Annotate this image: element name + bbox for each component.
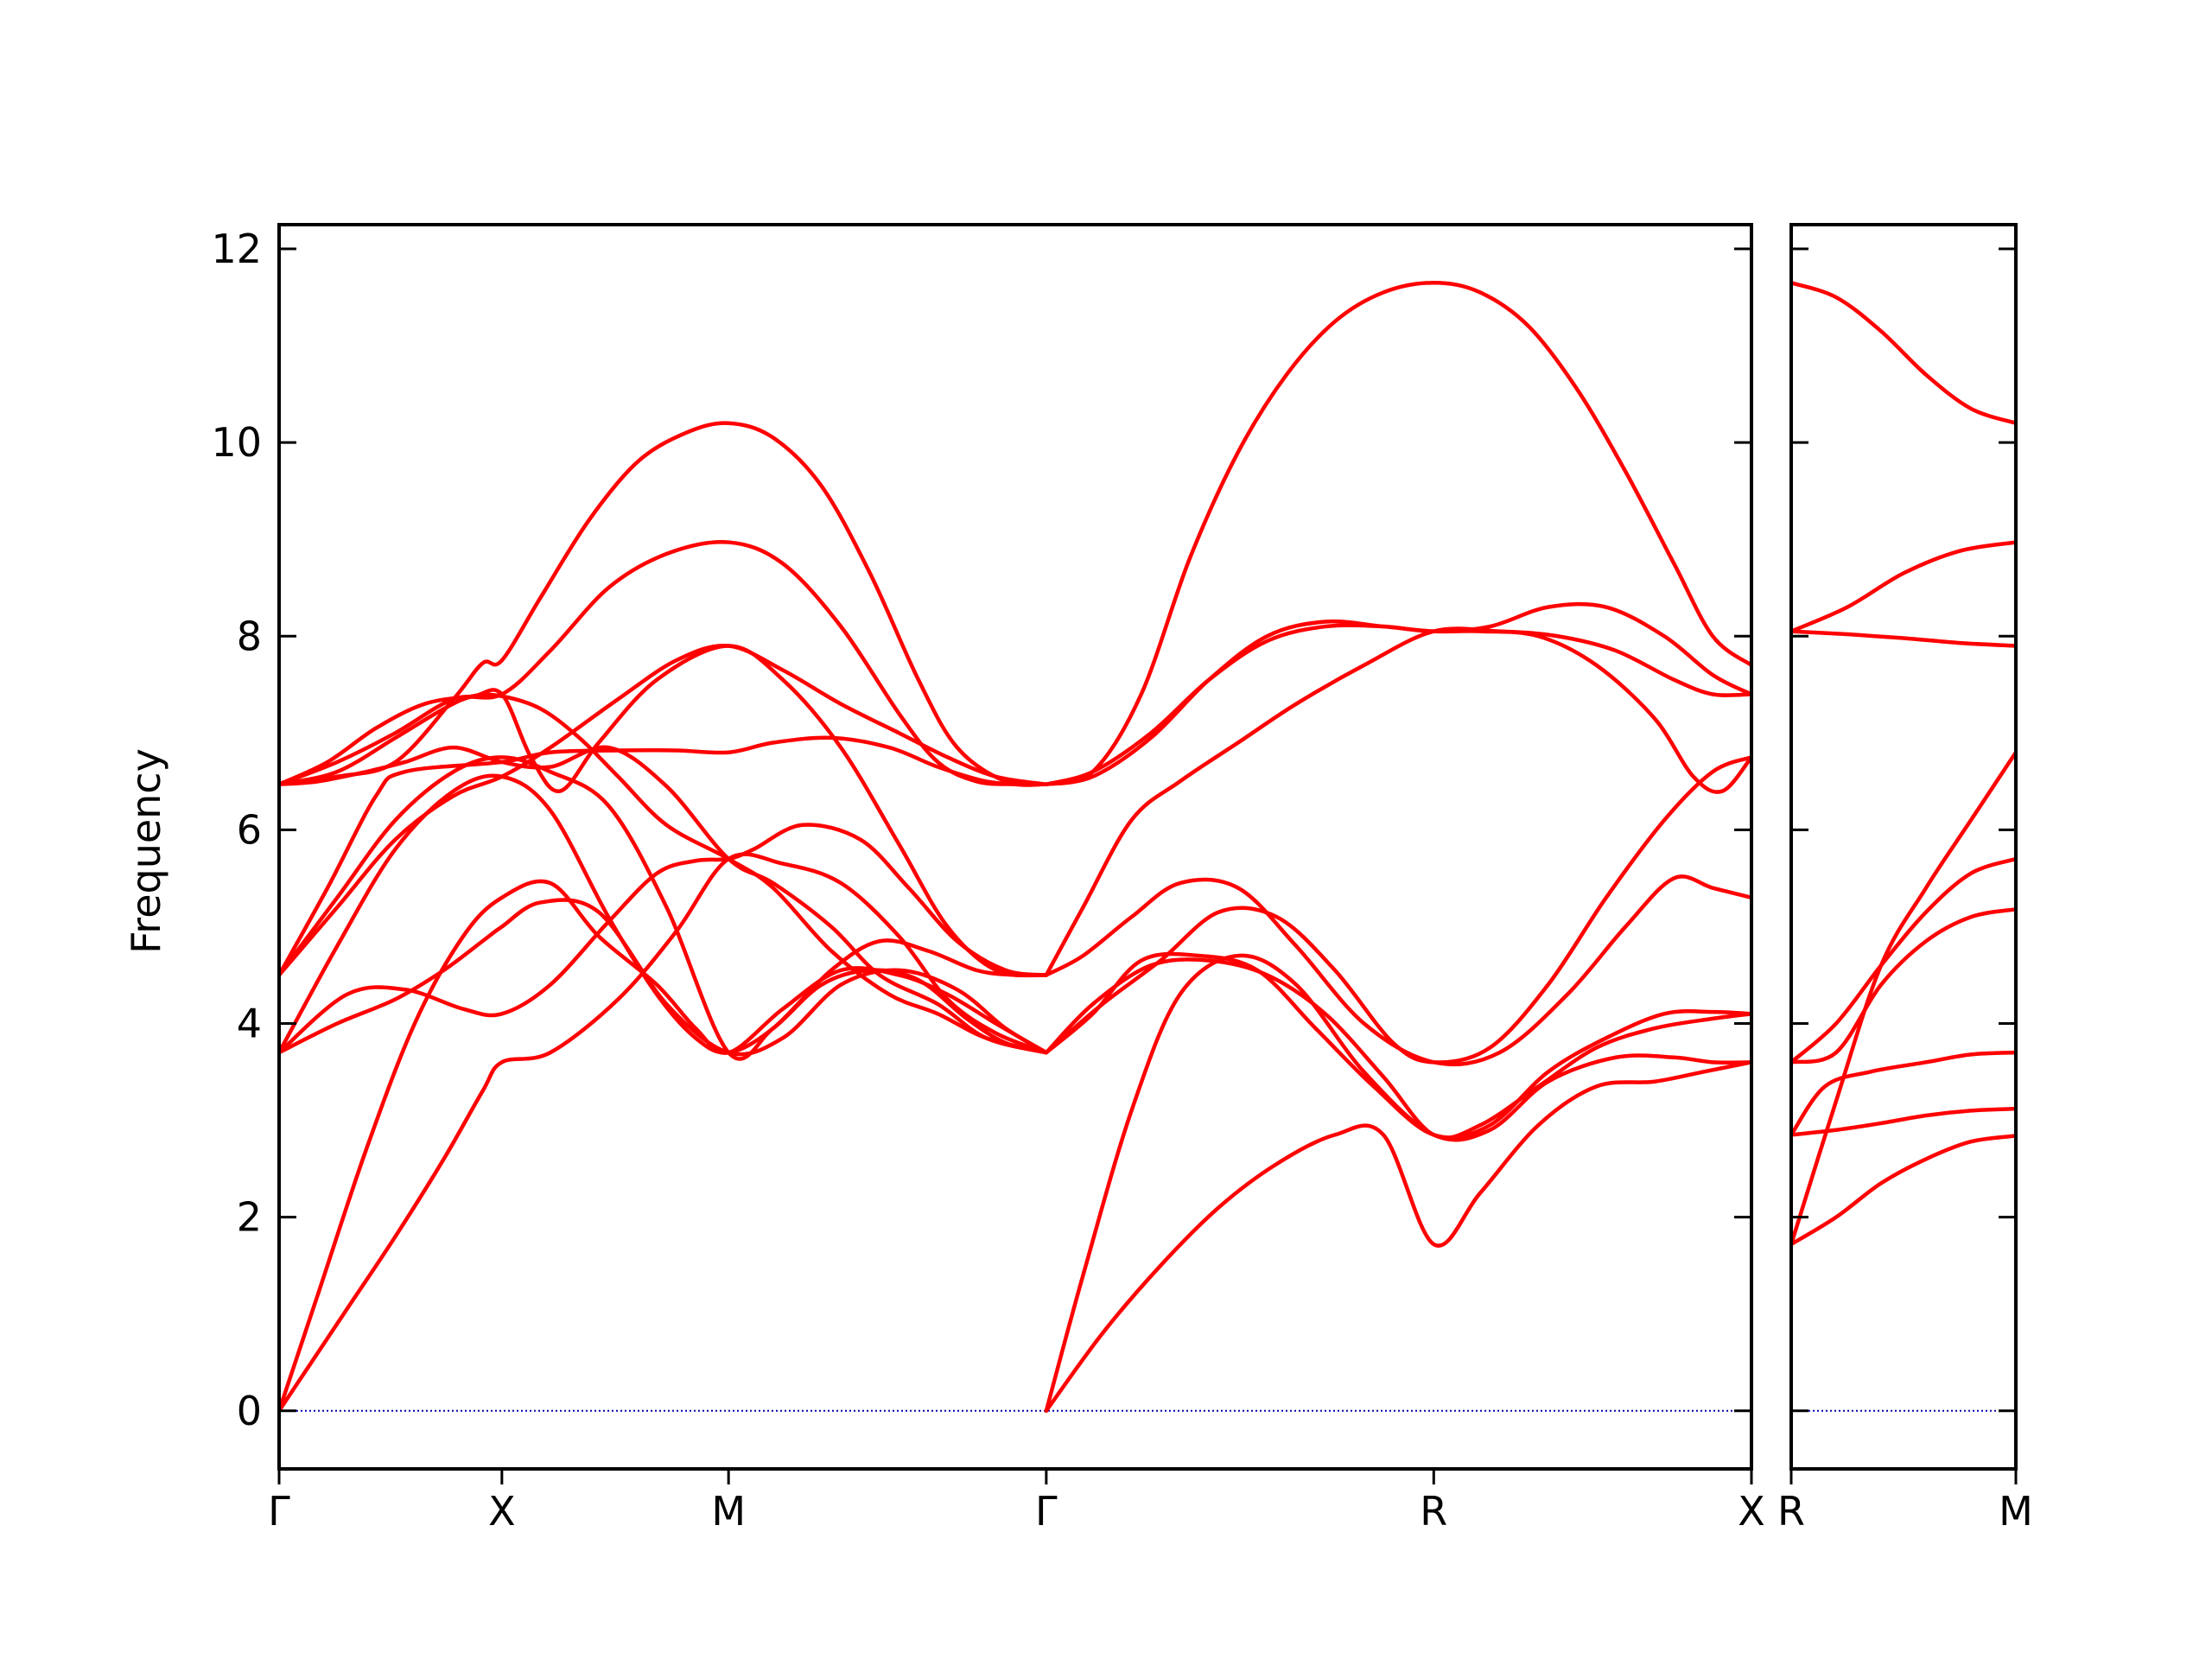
band-line-2 — [1791, 1106, 2016, 1137]
x-tick-label: R — [1420, 1488, 1447, 1535]
band-line-5 — [279, 755, 1049, 1061]
y-tick-label: 10 — [211, 419, 262, 466]
x-tick-label: Γ — [1035, 1488, 1058, 1535]
band-line-5 — [1791, 907, 2016, 1065]
x-tick-label: R — [1777, 1488, 1805, 1535]
band-line-18 — [1044, 874, 1751, 1067]
band-line-4 — [279, 773, 1049, 1055]
y-tick-label: 6 — [237, 806, 262, 853]
band-line-22 — [1044, 601, 1751, 786]
band-line-1 — [1791, 1134, 2016, 1247]
band-line-10 — [279, 898, 1049, 1057]
y-tick-label: 4 — [237, 1001, 262, 1047]
band-line-3 — [1791, 1050, 2016, 1137]
band-line-12 — [279, 539, 1049, 787]
band-line-9 — [1791, 280, 2016, 425]
y-tick-label: 8 — [237, 613, 262, 659]
band-line-11 — [279, 643, 1049, 977]
panel-frame — [1789, 223, 2018, 1471]
x-tick-label: X — [488, 1488, 516, 1535]
band-line-1 — [279, 852, 1049, 1414]
band-line-23 — [1044, 280, 1751, 786]
band-line-8 — [1791, 540, 2016, 633]
band-line-14 — [1044, 1060, 1751, 1414]
y-tick-label: 12 — [211, 226, 262, 272]
band-line-6 — [1791, 856, 2016, 1065]
y-tick-label: 0 — [237, 1388, 262, 1434]
band-line-15 — [1044, 953, 1751, 1414]
series-group — [279, 280, 1751, 1414]
y-tick-label: 2 — [237, 1194, 262, 1241]
band-line-9 — [279, 644, 1049, 978]
band-line-8 — [279, 692, 1049, 1055]
band-line-2 — [279, 879, 1049, 1414]
y-axis-title: Frequency — [123, 748, 169, 954]
x-tick-label: M — [711, 1488, 746, 1535]
band-line-7 — [279, 745, 1049, 1055]
band-line-3 — [279, 823, 1049, 1055]
band-line-17 — [1044, 951, 1751, 1140]
panel-frame — [277, 223, 1753, 1471]
y-tick-labels: 0 2 4 6 8 10 12 — [211, 226, 262, 1434]
x-tick-label: Γ — [268, 1488, 290, 1535]
band-line-20 — [1044, 626, 1751, 977]
x-tick-label: M — [1999, 1488, 2033, 1535]
band-line-7 — [1791, 629, 2016, 648]
band-line-13 — [279, 421, 1049, 787]
band-line-6 — [279, 735, 1049, 977]
band-line-19 — [1044, 755, 1751, 1065]
series-group — [1791, 280, 2016, 1247]
x-tick-label: X — [1738, 1488, 1765, 1535]
band-line-4 — [1791, 750, 2016, 1247]
